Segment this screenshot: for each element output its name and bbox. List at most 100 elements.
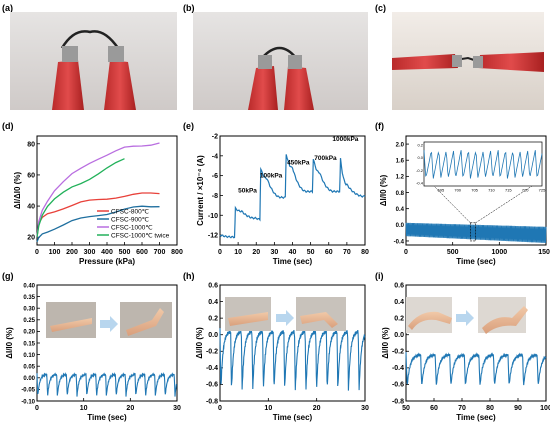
inset-x-tick-label: 700 [454, 188, 461, 193]
y-tick-label: -6 [212, 173, 218, 180]
photo-a [10, 12, 177, 110]
y-tick-label: -0.4 [392, 365, 404, 372]
panel-label-i: (i) [375, 271, 384, 281]
y-tick-label: 0.0 [208, 332, 218, 339]
y-tick-label: -0.8 [392, 398, 404, 405]
inset-x-tick-label: 725 [539, 188, 546, 193]
finger-bent [126, 308, 164, 336]
clip-right [478, 52, 544, 72]
clip-jaw-left [62, 46, 78, 62]
x-tick-label: 100 [540, 405, 550, 412]
arrow-right-icon [456, 310, 474, 326]
panel-label-g: (g) [2, 271, 14, 281]
x-tick-label: 30 [270, 249, 278, 256]
y-tick-label: 1.2 [396, 175, 405, 181]
y-tick-label: -12 [208, 233, 218, 240]
pressure-annotation: 450kPa [287, 160, 310, 167]
chart-d: 0 100 200 300 400 500 600 700 800 20 40 60 80 Pressur… [13, 135, 183, 266]
x-tick-label: 40 [289, 249, 297, 256]
y-tick-label: 0.4 [394, 299, 404, 306]
x-tick-label: 70 [343, 249, 351, 256]
y-axis-label: ΔI/I0 (%) [5, 327, 14, 359]
y-tick-label: -0.4 [394, 239, 405, 245]
inset-y-tick-label: 0.0 [417, 155, 423, 160]
clip-jaw-right [108, 46, 124, 62]
y-tick-label: -0.6 [206, 382, 218, 389]
y-tick-label: 0.4 [396, 207, 405, 213]
x-tick-label: 30 [173, 405, 181, 412]
x-tick-label: 100 [49, 249, 61, 256]
series-line-response [405, 351, 547, 386]
x-tick-label: 80 [486, 405, 494, 412]
x-tick-label: 50 [402, 405, 410, 412]
inset-x-tick-label: 720 [522, 188, 529, 193]
x-tick-label: 1500 [538, 249, 550, 256]
x-tick-label: 10 [234, 249, 242, 256]
panel-label-c: (c) [375, 3, 386, 13]
series-line-response [36, 371, 178, 397]
y-tick-label: -0.4 [206, 365, 218, 372]
y-tick-label: -0.2 [206, 349, 218, 356]
chart-e: 0 10 20 30 40 50 60 70 80 -12 -10 -8 -6 -4 -2 Time (sec… [196, 134, 369, 267]
x-tick-label: 20 [126, 405, 134, 412]
y-tick-label: 0.30 [23, 307, 35, 313]
series-line-3 [36, 158, 125, 238]
x-tick-label: 10 [264, 405, 272, 412]
plot-frame [36, 135, 178, 246]
pressure-annotation: 100kPa [260, 173, 283, 180]
wrist-flexed [482, 306, 528, 334]
x-tick-label: 0 [35, 405, 39, 412]
x-tick-label: 60 [325, 249, 333, 256]
wrist-bent [300, 312, 338, 328]
series-band-cycles [405, 222, 547, 244]
pressure-annotation: 50kPa [238, 187, 257, 194]
clip-left [52, 60, 84, 110]
x-axis-label: Time (sec) [87, 413, 127, 422]
y-tick-label: -0.8 [206, 398, 218, 405]
x-tick-label: 500 [447, 249, 459, 256]
x-tick-label: 0 [404, 249, 408, 256]
y-tick-label: 0.0 [396, 223, 405, 229]
inset-frame [423, 141, 543, 187]
y-tick-label: -8 [212, 193, 218, 200]
legend-label: CFSC-900℃ [111, 217, 150, 224]
y-tick-label: 0.40 [23, 283, 35, 289]
y-tick-label: 0.2 [394, 315, 404, 322]
zoom-connector [475, 185, 533, 224]
inset-y-tick-label: -0.2 [416, 168, 424, 173]
x-tick-label: 0 [218, 405, 222, 412]
x-tick-label: 200 [66, 249, 78, 256]
clip-left [392, 54, 458, 70]
y-tick-label: 0.10 [23, 353, 35, 359]
y-tick-label: 0.25 [23, 318, 35, 324]
y-tick-label: 0.8 [396, 191, 405, 197]
x-tick-label: 90 [514, 405, 522, 412]
series-line-0 [36, 192, 160, 238]
zoom-connector [433, 185, 471, 223]
x-tick-label: 400 [101, 249, 113, 256]
y-tick-label: 0.35 [23, 295, 35, 301]
y-tick-label: 0.4 [208, 299, 218, 306]
x-axis-label: Time (sec) [456, 257, 496, 266]
panel-label-b: (b) [183, 3, 195, 13]
pressure-annotation: 1000kPa [332, 136, 358, 143]
x-axis-label: Time (sec) [273, 413, 313, 422]
legend-label: CFSC-1000℃ twice [111, 233, 170, 240]
y-tick-label: -0.10 [21, 399, 35, 405]
plot-frame [405, 135, 547, 246]
y-tick-label: 20 [27, 235, 35, 242]
y-tick-label: 1.6 [396, 159, 405, 165]
finger-straight [50, 318, 92, 332]
panel-label-e: (e) [183, 121, 194, 131]
photos-i [406, 297, 528, 334]
x-tick-label: 600 [136, 249, 148, 256]
x-axis-label: Time (sec) [273, 257, 313, 266]
inset-series-line [423, 150, 543, 179]
x-tick-label: 10 [80, 405, 88, 412]
chart-i: 50 60 70 80 90 100 -0.8 -0.6 -0.4 -0.2 0.0 0.2 0.4 0.… [381, 282, 550, 422]
y-tick-label: -0.2 [392, 349, 404, 356]
series-line-current [219, 154, 366, 239]
arrow-right-icon [100, 316, 118, 332]
panel-label-h: (h) [183, 271, 195, 281]
zoom-region [470, 222, 476, 242]
